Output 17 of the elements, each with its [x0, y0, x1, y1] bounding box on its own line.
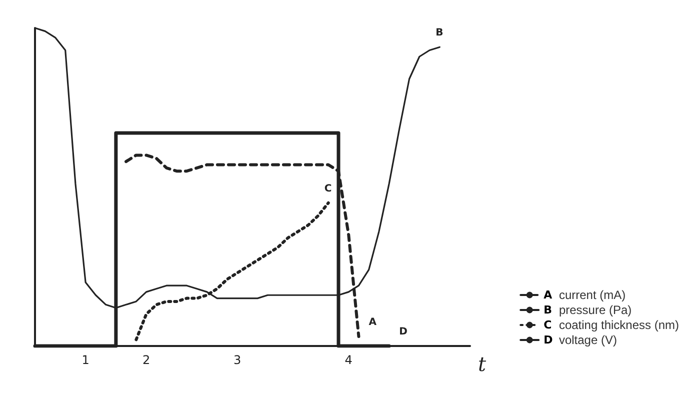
- x-tick-label: 2: [142, 353, 150, 367]
- annotation: B: [436, 28, 444, 39]
- legend-label: coating thickness (nm): [556, 318, 680, 332]
- annotation: A: [368, 316, 377, 328]
- text: B: [544, 304, 552, 316]
- legend-label: voltage (V): [556, 333, 617, 347]
- x-tick-label: 3: [234, 353, 242, 367]
- legend-label: pressure (Pa): [556, 303, 632, 317]
- legend-label: current (mA): [556, 288, 626, 302]
- x-tick-label: 4: [344, 353, 352, 367]
- annotation: D: [399, 326, 408, 338]
- text: A: [544, 288, 552, 302]
- annotation: C: [324, 183, 332, 194]
- text: D: [544, 334, 553, 346]
- x-tick-label: 1: [82, 353, 90, 367]
- x-axis-title: t: [478, 352, 487, 376]
- text: C: [544, 318, 552, 332]
